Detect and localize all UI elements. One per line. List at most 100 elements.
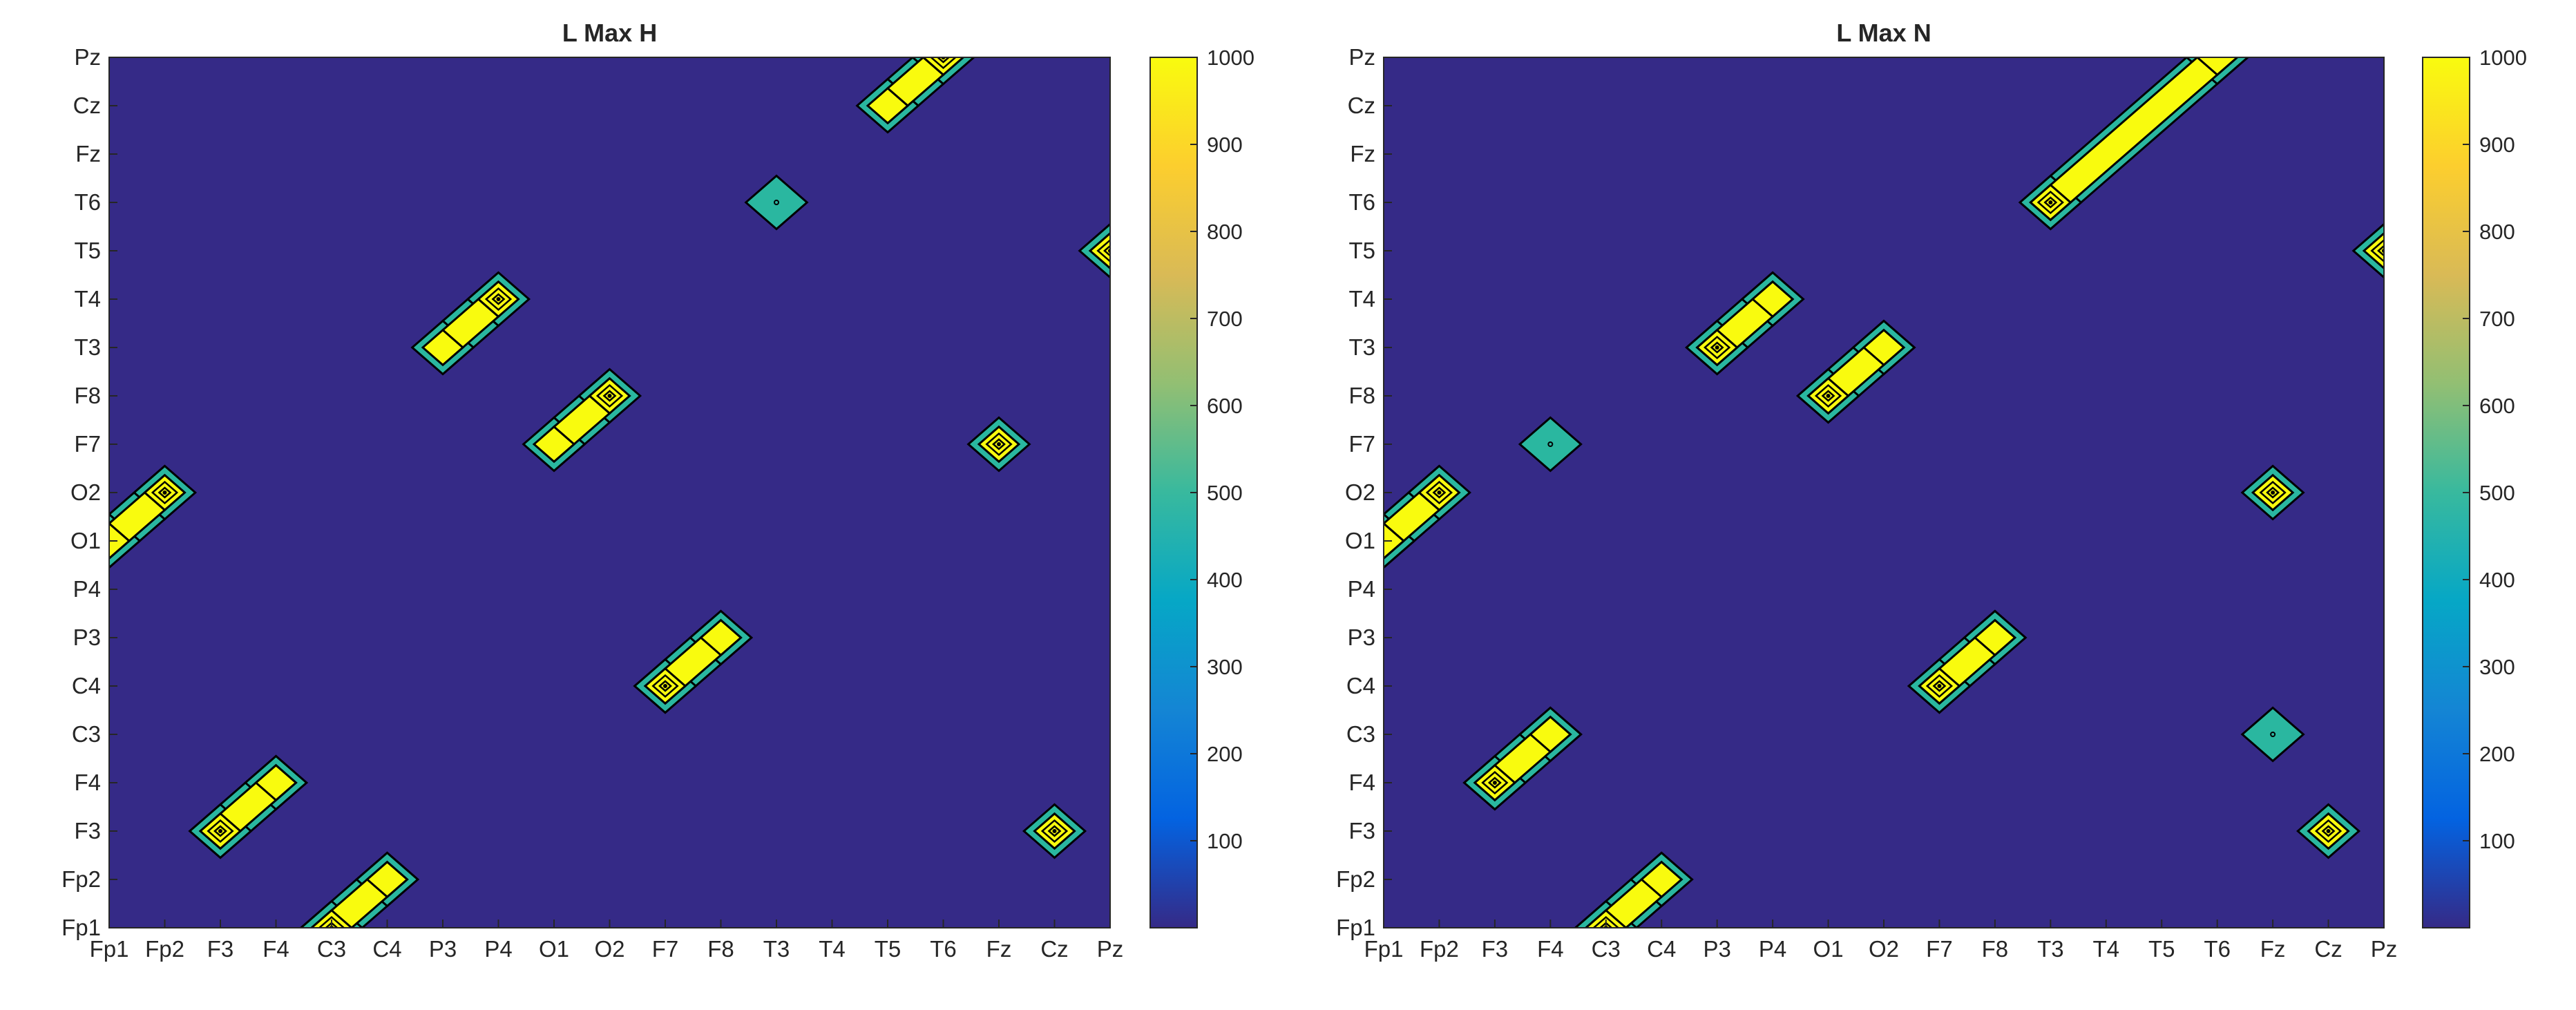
colorbar-tick-label: 1000: [1207, 46, 1254, 70]
contour-blob: [1518, 416, 1583, 473]
peak-dot: [997, 442, 1001, 446]
y-tick-label: T3: [74, 334, 101, 360]
y-tick-label: T5: [74, 238, 101, 263]
y-tick-label: T6: [74, 189, 101, 215]
y-tick-label: Cz: [1348, 93, 1375, 118]
x-tick-label: Fp1: [90, 936, 129, 962]
contour-blob: [2240, 464, 2305, 521]
colorbar-tick-label: 700: [2479, 307, 2515, 331]
contour-blob: [1685, 271, 1805, 376]
peak-dot: [1826, 394, 1831, 398]
colorbar: [1149, 57, 1198, 928]
y-tick-label: F8: [1348, 383, 1375, 408]
contour-blob: [522, 368, 642, 473]
y-tick-label: F7: [74, 431, 101, 457]
x-tick-label: F4: [1537, 936, 1564, 962]
y-tick-label: T6: [1348, 189, 1375, 215]
x-tick-label: F4: [263, 936, 289, 962]
peak-dot: [1547, 441, 1554, 447]
y-tick-label: P4: [73, 576, 101, 602]
y-tick-label: O2: [70, 479, 101, 505]
y-tick-label: F4: [74, 770, 101, 795]
x-tick-label: C4: [372, 936, 401, 962]
colorbar-tick-label: 800: [2479, 220, 2515, 244]
contour-blob: [744, 174, 809, 231]
colorbar-tick-label: 500: [1207, 481, 1243, 505]
contour-blob: [966, 416, 1031, 473]
x-tick-label: T4: [819, 936, 846, 962]
x-tick-label: C3: [1592, 936, 1621, 962]
colorbar-tick-label: 400: [2479, 568, 2515, 592]
contour-layer: [109, 57, 1110, 928]
x-tick-label: O2: [594, 936, 624, 962]
peak-dot: [2048, 200, 2053, 204]
peak-dot: [774, 200, 779, 205]
colorbar-tick-label: 300: [2479, 655, 2515, 679]
peak-dot: [1437, 490, 1442, 495]
x-tick-label: F7: [652, 936, 679, 962]
y-tick-label: T3: [1348, 334, 1375, 360]
y-tick-label: Fz: [75, 141, 101, 166]
contour-blob: [1574, 851, 1694, 928]
colorbar-tick-label: 600: [2479, 394, 2515, 418]
peak-dot: [162, 490, 167, 495]
chart-title: L Max N: [1836, 19, 1931, 47]
colorbar-tick-label: 800: [1207, 220, 1243, 244]
y-tick-label: Fz: [1350, 141, 1375, 166]
x-tick-label: P3: [429, 936, 457, 962]
contour-blob: [1022, 803, 1087, 859]
x-tick-label: Cz: [2314, 936, 2342, 962]
contour-blob: [410, 271, 531, 376]
peak-dot: [1052, 829, 1057, 833]
x-tick-label: F3: [1482, 936, 1509, 962]
x-tick-label: F7: [1926, 936, 1953, 962]
y-tick-label: F7: [1348, 431, 1375, 457]
y-tick-label: C3: [1346, 721, 1375, 747]
contour-blob: [2296, 803, 2361, 859]
x-tick-label: P4: [1759, 936, 1786, 962]
x-tick-label: P4: [484, 936, 512, 962]
peak-dot: [218, 829, 222, 833]
colorbar-tick-label: 300: [1207, 655, 1243, 679]
contour-blob: [2351, 222, 2384, 279]
y-tick-label: Fp1: [1336, 915, 1375, 940]
y-tick-label: F4: [1348, 770, 1375, 795]
y-tick-label: P3: [73, 625, 101, 650]
x-tick-label: T3: [763, 936, 790, 962]
y-tick-label: C4: [1346, 673, 1375, 698]
colorbar-tick-label: 200: [2479, 742, 2515, 766]
x-tick-label: T3: [2037, 936, 2064, 962]
contour-blob: [188, 754, 309, 859]
peak-dot: [1937, 684, 1942, 688]
x-tick-label: Fz: [2260, 936, 2286, 962]
y-tick-label: P3: [1348, 625, 1375, 650]
contour-blob: [2240, 706, 2305, 763]
peak-dot: [607, 394, 612, 398]
colorbar: [2422, 57, 2470, 928]
peak-dot: [1492, 781, 1497, 785]
contour-blob: [855, 57, 976, 134]
y-tick-label: Fp2: [61, 866, 101, 892]
contour-blob: [1907, 609, 2028, 714]
contour-blob: [109, 464, 198, 569]
x-tick-label: T6: [930, 936, 957, 962]
y-tick-label: T4: [74, 286, 101, 312]
colorbar-tick-label: 200: [1207, 742, 1243, 766]
x-tick-label: F8: [707, 936, 734, 962]
y-tick-label: Fp1: [61, 915, 101, 940]
x-tick-label: F3: [207, 936, 234, 962]
contour-blob: [2018, 57, 2250, 231]
colorbar-tick-label: 900: [2479, 133, 2515, 157]
colorbar-tick-label: 700: [1207, 307, 1243, 331]
peak-dot: [663, 684, 667, 688]
contour-blob: [633, 609, 754, 714]
x-tick-label: T4: [2093, 936, 2120, 962]
colorbar-tick-label: 400: [1207, 568, 1243, 592]
x-tick-label: O1: [539, 936, 569, 962]
chart-title: L Max H: [562, 19, 657, 47]
x-tick-label: P3: [1703, 936, 1730, 962]
x-tick-label: T5: [875, 936, 901, 962]
